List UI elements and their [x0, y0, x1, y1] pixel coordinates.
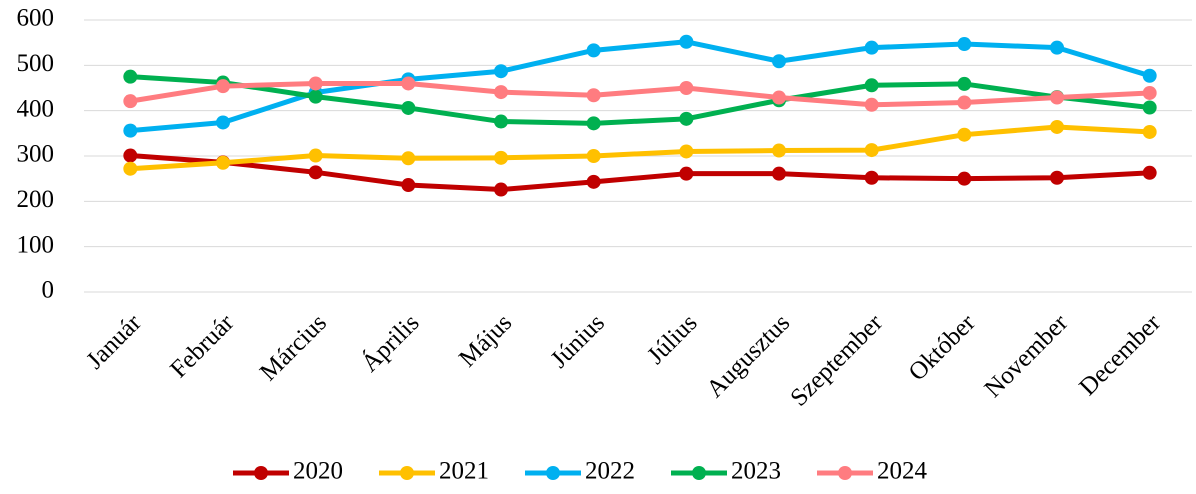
data-point: [401, 151, 416, 166]
data-point: [957, 127, 972, 142]
data-point: [586, 88, 601, 103]
data-point: [216, 79, 230, 94]
y-tick-label: 100: [17, 231, 55, 258]
x-tick-label: Január: [81, 309, 147, 375]
data-point: [123, 161, 138, 176]
data-point: [216, 155, 230, 170]
data-point: [772, 143, 786, 158]
y-tick-label: 400: [17, 95, 55, 122]
data-point: [864, 78, 879, 93]
x-tick-label: Szeptember: [785, 309, 888, 412]
data-point: [957, 171, 972, 186]
series-line: [130, 153, 1150, 193]
data-point: [586, 116, 601, 131]
data-point: [1050, 40, 1064, 55]
data-point: [494, 182, 508, 197]
y-tick-label: 600: [17, 5, 55, 32]
data-point: [772, 54, 786, 69]
data-point: [1050, 119, 1064, 134]
data-point: [308, 76, 323, 91]
x-tick-label: Április: [356, 308, 425, 377]
series-line: [130, 74, 1150, 126]
legend-label: 2021: [439, 458, 489, 485]
data-point: [401, 76, 416, 91]
data-point: [586, 149, 601, 163]
legend-label: 2023: [731, 458, 781, 485]
data-point: [1050, 90, 1064, 105]
data-point: [772, 90, 786, 105]
legend-marker: [254, 466, 268, 480]
x-tick-label: Október: [904, 309, 981, 386]
x-tick-label: Augusztus: [702, 309, 796, 403]
data-point: [1142, 68, 1157, 83]
data-point: [216, 115, 230, 130]
data-point: [1050, 170, 1064, 185]
legend-marker: [838, 466, 852, 480]
data-point: [123, 123, 138, 138]
data-point: [308, 165, 323, 180]
legend-label: 2024: [877, 458, 928, 485]
data-point: [586, 43, 601, 58]
data-point: [957, 95, 972, 110]
data-point: [1142, 100, 1157, 115]
legend-marker: [692, 466, 706, 480]
data-point: [772, 166, 786, 181]
data-point: [1142, 165, 1157, 180]
data-point: [957, 76, 972, 91]
legend-marker: [400, 466, 414, 480]
data-point: [123, 69, 138, 84]
data-point: [401, 178, 416, 193]
data-point: [494, 64, 508, 79]
series-line: [130, 39, 1151, 134]
series-line: [129, 80, 1150, 108]
data-point: [494, 114, 508, 129]
x-tick-label: Június: [546, 309, 610, 373]
data-point: [494, 85, 508, 100]
data-point: [494, 150, 508, 165]
data-point: [957, 37, 972, 52]
x-tick-label: November: [980, 309, 1074, 403]
data-point: [308, 89, 323, 104]
data-point: [308, 148, 323, 163]
data-point: [679, 144, 694, 159]
x-tick-label: December: [1074, 309, 1166, 401]
data-point: [679, 166, 694, 181]
y-tick-label: 0: [42, 277, 55, 304]
x-tick-label: Május: [454, 309, 517, 372]
data-point: [123, 94, 138, 109]
legend-marker: [546, 466, 560, 480]
data-point: [679, 111, 694, 126]
x-tick-label: Február: [165, 309, 240, 384]
data-point: [864, 143, 879, 158]
legend-label: 2020: [293, 458, 343, 485]
y-tick-label: 200: [17, 186, 55, 213]
data-point: [864, 97, 879, 112]
data-point: [864, 40, 879, 55]
data-point: [401, 100, 416, 115]
y-tick-label: 300: [17, 141, 55, 168]
series-line: [130, 124, 1150, 172]
data-point: [1142, 85, 1157, 100]
data-point: [586, 174, 601, 189]
data-point: [679, 81, 694, 95]
data-point: [1142, 124, 1157, 139]
legend-label: 2022: [585, 458, 635, 485]
data-point: [123, 148, 138, 163]
x-tick-label: Március: [255, 309, 332, 386]
data-point: [679, 34, 694, 49]
data-point: [864, 170, 879, 185]
y-tick-label: 500: [17, 50, 55, 77]
x-tick-label: Július: [642, 309, 702, 369]
